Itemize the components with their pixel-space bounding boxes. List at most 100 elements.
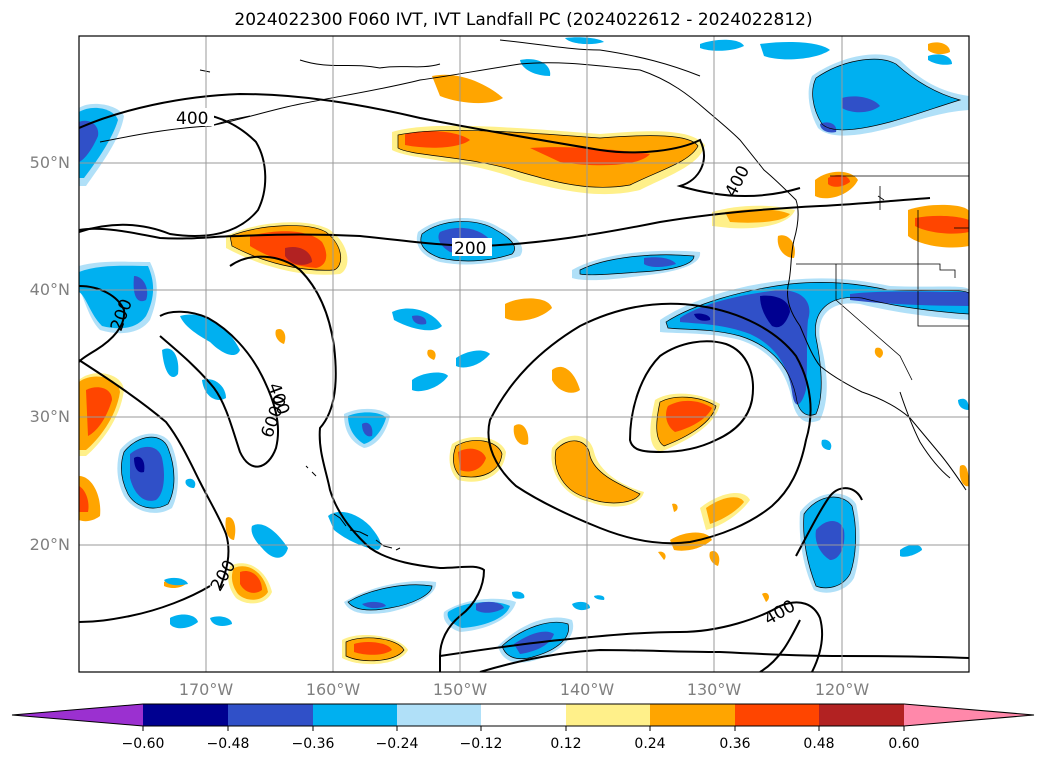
colorbar-tick-label: 0.60	[888, 736, 920, 752]
colorbar-tick-label: −0.12	[459, 736, 503, 752]
negative-anomaly-west-b	[162, 348, 179, 377]
positive-anomaly-22n-e	[672, 503, 678, 512]
negative-anomaly-nw-blue	[79, 120, 99, 162]
negative-anomaly-28n-dark	[134, 456, 145, 473]
colorbar-extend-high	[904, 704, 1034, 726]
positive-anomaly-38n	[505, 298, 552, 321]
colorbar-tick-label: −0.24	[375, 736, 419, 752]
colorbar-swatch	[397, 704, 481, 726]
negative-anomaly-30n-blue	[362, 422, 373, 437]
colorbar-tick-label: −0.60	[121, 736, 165, 752]
negative-anomaly-small-r	[512, 591, 525, 599]
positive-anomaly-west-1-red	[86, 387, 112, 436]
positive-anomaly-27n-small	[513, 424, 529, 445]
positive-anomaly-south-red	[354, 642, 392, 655]
negative-anomaly-small-v	[958, 398, 969, 410]
borders	[796, 175, 969, 381]
map-frame	[78, 35, 970, 673]
coastlines	[99, 39, 967, 551]
negative-anomaly-small-p	[572, 601, 590, 611]
positive-anomaly-32n	[552, 366, 580, 393]
positive-anomaly-small-g	[762, 592, 769, 602]
negative-anomaly-ne-small-4	[565, 37, 604, 45]
positive-anomaly-ca	[777, 235, 795, 258]
colorbar-swatch	[313, 704, 397, 726]
negative-anomaly-33n	[412, 372, 448, 392]
negative-anomaly-small-u	[185, 478, 196, 488]
colorbar-swatch	[228, 704, 313, 726]
positive-anomaly-central-dark	[285, 246, 312, 265]
colorbar	[11, 703, 1035, 731]
positive-anomaly-18n-red	[240, 570, 262, 593]
positive-anomaly-north	[432, 74, 503, 104]
lat-label: 20°N	[29, 535, 70, 554]
positive-anomaly-small-e	[959, 464, 969, 487]
negative-anomaly-17n-b-blue	[476, 601, 504, 613]
positive-anomaly-gulf-alaska-red	[405, 131, 650, 166]
negative-anomaly-ne-small-2	[760, 42, 830, 60]
colorbar-swatch	[566, 704, 650, 726]
negative-anomaly-ne-small-5	[928, 54, 952, 65]
negative-anomaly-41n-blue	[644, 257, 676, 267]
lon-label: 170°W	[178, 680, 234, 699]
positive-anomaly-small-a	[225, 517, 236, 540]
positive-anomaly-west-2-red	[79, 486, 89, 512]
negative-anomaly-17n-a-blue	[362, 601, 386, 609]
lon-label: 140°W	[559, 680, 615, 699]
negative-anomaly-west-c	[180, 314, 240, 356]
positive-anomaly-27n-red	[458, 448, 486, 472]
colorbar-tick-label: −0.36	[291, 736, 335, 752]
colorbar-ticks	[142, 726, 905, 731]
negative-anomaly-sw-1	[251, 524, 288, 558]
colorbar-swatch	[481, 704, 566, 726]
lon-label: 150°W	[432, 680, 488, 699]
negative-anomaly-california-blue	[680, 290, 969, 405]
ivt-contours	[79, 92, 969, 672]
negative-anomaly-california-dark	[694, 295, 790, 328]
lon-label: 120°W	[814, 680, 870, 699]
negative-anomaly-35n	[456, 350, 490, 368]
positive-anomaly-gulf-alaska-core	[398, 130, 698, 188]
negative-anomaly-canada-blue	[820, 96, 880, 133]
negative-anomaly-small-q	[594, 595, 605, 600]
positive-anomaly-bc-red	[828, 175, 850, 187]
lat-label: 30°N	[29, 407, 70, 426]
colorbar-tick-label: 0.12	[550, 736, 582, 752]
ivt-field: 400 200 400 400 6000 200 200 400	[79, 36, 969, 672]
colorbar-swatch	[735, 704, 819, 726]
colorbar-tick-label: 0.48	[803, 736, 835, 752]
negative-anomaly-west-40n-blue	[133, 276, 148, 302]
negative-anomaly-small-s	[900, 544, 922, 557]
colorbar-tick-label: −0.48	[206, 736, 250, 752]
anomaly-outlines	[121, 58, 969, 662]
colorbar-tick-label: 0.24	[634, 736, 666, 752]
graticule	[79, 36, 969, 672]
colorbar-swatch	[650, 704, 735, 726]
negative-anomaly-sw-3	[164, 577, 188, 586]
positive-anomaly-small-b	[275, 328, 286, 344]
negative-anomaly-ne-small	[700, 39, 744, 51]
positive-anomaly-22n-a-orange	[706, 497, 744, 524]
positive-anomaly-25n-orange	[555, 440, 640, 503]
negative-anomaly-37n-blue	[412, 315, 427, 325]
positive-anomaly-22n-d	[658, 551, 666, 560]
negative-anomaly-20n-120w-blue	[815, 521, 845, 560]
negative-anomaly-canada-cyan	[812, 59, 960, 130]
positive-anomaly-small-f	[928, 42, 950, 55]
colorbar-tick-label: 0.36	[719, 736, 751, 752]
lat-label: 40°N	[29, 280, 70, 299]
negative-anomaly-sw-5	[210, 616, 232, 626]
positive-anomaly-small-d	[874, 347, 883, 358]
colorbar-extend-low	[12, 704, 143, 726]
contour-label: 400	[176, 109, 208, 129]
negative-anomaly-small-t	[821, 439, 832, 450]
lon-label: 160°W	[305, 680, 361, 699]
positive-anomaly-montana-red	[915, 215, 969, 234]
contour-label: 200	[454, 239, 486, 259]
colorbar-swatch	[143, 704, 228, 726]
colorbar-swatch	[819, 704, 904, 726]
positive-anomaly-small-c	[427, 349, 436, 360]
negative-anomaly-sw-4	[170, 614, 198, 629]
lon-label: 130°W	[686, 680, 742, 699]
